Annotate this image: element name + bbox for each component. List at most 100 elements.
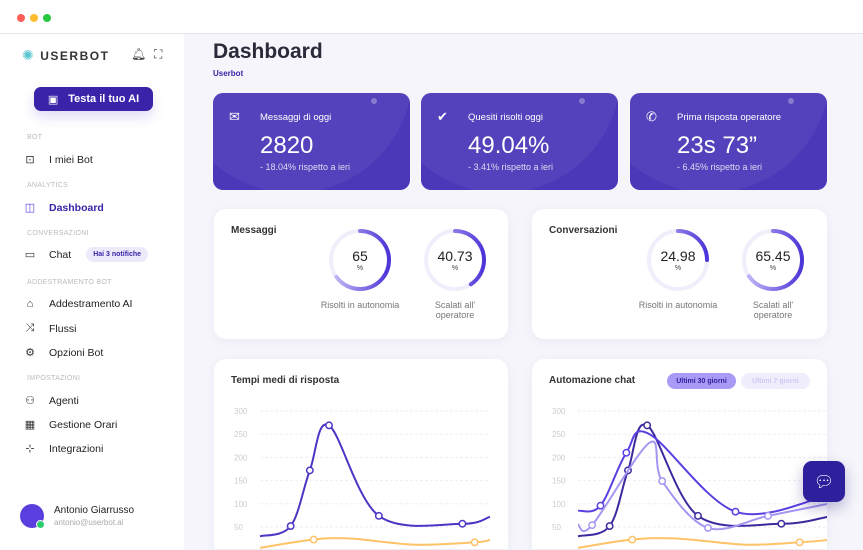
notification-badge: Hai 3 notifiche	[86, 247, 149, 262]
sidebar-item-bot-options[interactable]: ⚙ Opzioni Bot	[24, 346, 104, 360]
user-profile[interactable]: Antonio Giarrusso antonio@userbot.ai	[20, 504, 135, 529]
data-point	[596, 501, 605, 510]
sidebar-item-label: Gestione Orari	[49, 418, 118, 431]
series-line	[259, 537, 491, 549]
stat-value: 2820	[260, 132, 314, 159]
y-tick-label: 50	[552, 523, 561, 532]
donut-unit: %	[451, 265, 459, 272]
stat-delta: - 18.04% rispetto a ieri	[260, 162, 351, 172]
y-tick-label: 100	[552, 500, 566, 509]
donut-escalated: 40.73%	[422, 227, 488, 293]
breadcrumb[interactable]: Userbot	[213, 69, 244, 78]
page-title: Dashboard	[213, 40, 323, 63]
data-point	[777, 519, 786, 528]
y-tick-label: 300	[552, 407, 566, 416]
response-times-card: Tempi medi di risposta 50 100 150 200 250 300	[214, 359, 508, 549]
donut-label: Risolti in autonomia	[320, 300, 400, 310]
double-check-icon: ✔	[437, 109, 448, 124]
y-tick-label: 300	[234, 407, 248, 416]
sidebar-item-chat[interactable]: ▭ Chat Hai 3 notifiche	[24, 247, 149, 262]
card-title: Conversazioni	[549, 225, 618, 236]
robot-icon: ⊡	[25, 154, 35, 166]
card-title: Messaggi	[231, 225, 277, 236]
y-tick-label: 150	[234, 477, 248, 486]
messages-card: Messaggi 65% Risolti in autonomia 40.73%…	[214, 209, 508, 339]
y-tick-label: 200	[552, 453, 566, 462]
chat-fab-button[interactable]: 💬︎	[803, 461, 845, 502]
sidebar-item-hours[interactable]: ▦ Gestione Orari	[24, 418, 118, 432]
data-point	[286, 522, 295, 531]
filter-7-days[interactable]: Ultimi 7 giorni	[741, 373, 810, 389]
chat-icon: ▭	[24, 249, 36, 261]
sidebar-item-dashboard[interactable]: ◫ Dashboard	[24, 201, 104, 215]
donut-arc	[329, 229, 391, 291]
test-ai-button[interactable]: ▣ Testa il tuo AI	[34, 87, 153, 111]
donut-arc	[742, 229, 804, 291]
donut-resolved: 65%	[327, 227, 393, 293]
close-window-button[interactable]	[17, 14, 25, 22]
stat-value: 49.04%	[468, 132, 550, 159]
donut-value: 65	[352, 248, 368, 264]
data-point	[374, 511, 383, 520]
stat-delta: - 3.41% rispetto a ieri	[468, 162, 554, 172]
chat-automation-chart: 50 100 150 200 250 300	[552, 407, 827, 549]
data-point	[458, 519, 467, 528]
series-line	[577, 430, 827, 516]
sidebar-item-label: Integrazioni	[49, 442, 104, 455]
layout-icon: ◫	[24, 202, 36, 214]
calendar-icon: ▦	[24, 419, 36, 431]
section-impostazioni: IMPOSTAZIONI	[27, 375, 81, 382]
brand-name: USERBOT	[40, 48, 110, 63]
data-point	[764, 511, 772, 520]
sidebar-item-my-bots[interactable]: ⊡ I miei Bot	[24, 153, 92, 167]
y-tick-label: 200	[234, 453, 248, 462]
sidebar-item-label: Opzioni Bot	[49, 346, 104, 359]
series-line	[577, 537, 827, 549]
avatar	[20, 504, 45, 529]
stat-card-messages: ✉ Messaggi di oggi 2820 - 18.04% rispetto a…	[213, 93, 410, 190]
stat-label: Messaggi di oggi	[260, 112, 332, 123]
minimize-window-button[interactable]	[30, 14, 38, 22]
sidebar-item-flows[interactable]: ⤨ Flussi	[24, 322, 77, 335]
section-analytics: ANALYTICS	[27, 182, 69, 189]
data-point	[704, 523, 712, 532]
y-tick-label: 100	[234, 500, 248, 509]
filter-30-days[interactable]: Ultimi 30 giorni	[667, 373, 736, 389]
donut-unit: %	[769, 265, 777, 272]
sidebar-item-integrations[interactable]: ⊹ Integrazioni	[24, 442, 104, 456]
gear-icon: ⚙	[25, 347, 35, 359]
user-email: antonio@userbot.ai	[54, 518, 124, 527]
data-point	[325, 421, 333, 430]
chat-automation-card: Automazione chat Ultimi 30 giorni Ultimi…	[532, 359, 827, 549]
data-point	[694, 511, 702, 520]
data-point	[605, 522, 614, 531]
sidebar-item-label: Chat	[49, 248, 72, 261]
sidebar-item-training[interactable]: ⌂ Addestramento AI	[24, 298, 133, 310]
data-point	[658, 477, 667, 486]
test-ai-label: Testa il tuo AI	[68, 93, 140, 105]
sidebar: ✺ USERBOT 🔔︎ ⛶ ▣ Testa il tuo AI BOT ⊡ I …	[0, 34, 184, 550]
shuffle-icon: ⤨	[25, 322, 35, 334]
card-title: Automazione chat	[549, 375, 636, 386]
donut-unit: %	[674, 265, 682, 272]
fullscreen-icon[interactable]: ⛶	[154, 47, 163, 61]
graduation-cap-icon: ⌂	[26, 298, 34, 310]
mail-icon: ✉	[229, 109, 240, 124]
y-tick-label: 50	[234, 523, 243, 532]
stat-label: Quesiti risolti oggi	[468, 112, 543, 123]
bell-icon[interactable]: 🔔︎	[131, 47, 147, 61]
sidebar-item-label: Flussi	[49, 322, 77, 335]
donut-label: Risolti in autonomia	[638, 300, 718, 310]
window-titlebar	[0, 0, 863, 34]
stat-value: 23s 73”	[677, 132, 758, 159]
response-times-chart: 50 100 150 200 250 300	[234, 407, 491, 549]
section-bot: BOT	[27, 134, 43, 141]
users-icon: ⚇	[25, 395, 35, 407]
data-point	[470, 538, 479, 547]
data-point	[309, 535, 318, 544]
user-name: Antonio Giarrusso	[54, 505, 135, 516]
sidebar-item-agents[interactable]: ⚇ Agenti	[24, 394, 79, 408]
donut-unit: %	[356, 265, 364, 272]
maximize-window-button[interactable]	[43, 14, 51, 22]
data-point	[643, 421, 652, 430]
